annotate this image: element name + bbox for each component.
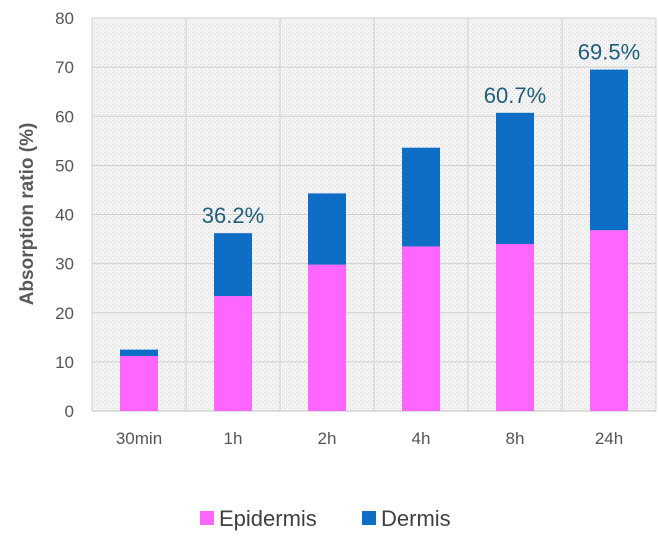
legend-label-epidermis: Epidermis [219,506,317,531]
bar-dermis-4h [402,147,440,247]
bar-dermis-1h [214,233,252,297]
x-tick-label: 4h [412,429,431,448]
legend-swatch-epidermis [200,511,214,525]
x-tick-label: 2h [318,429,337,448]
y-tick-label: 20 [55,304,74,323]
x-tick-label: 30min [116,429,162,448]
y-tick-label: 10 [55,353,74,372]
bar-epidermis-30min [120,355,158,411]
bars [120,69,628,411]
legend-swatch-dermis [362,511,376,525]
x-tick-label: 8h [506,429,525,448]
y-tick-label: 0 [65,402,74,421]
bar-epidermis-4h [402,246,440,411]
y-tick-label: 80 [55,9,74,28]
legend-label-dermis: Dermis [381,506,451,531]
bar-dermis-2h [308,193,346,265]
bar-epidermis-2h [308,264,346,411]
bar-epidermis-24h [590,230,628,411]
x-tick-label: 1h [224,429,243,448]
total-label-8h: 60.7% [484,83,546,108]
y-tick-label: 50 [55,156,74,175]
x-tick-label: 24h [595,429,623,448]
bar-dermis-24h [590,69,628,231]
bar-dermis-30min [120,349,158,356]
y-tick-label: 60 [55,107,74,126]
axes: 0 10 20 30 40 50 60 70 80 30min 1h 2h 4h 8h 24h [55,9,656,448]
total-label-1h: 36.2% [202,203,264,228]
grid [91,17,657,411]
y-tick-label: 30 [55,255,74,274]
total-label-24h: 69.5% [578,40,640,65]
bar-epidermis-8h [496,243,534,411]
y-axis-label: Absorption ratio (%) [17,123,38,306]
y-tick-label: 40 [55,206,74,225]
data-labels: 36.2% 60.7% 69.5% [202,40,640,229]
legend: Epidermis Dermis [200,506,451,531]
bar-dermis-8h [496,112,534,244]
y-tick-label: 70 [55,58,74,77]
bar-epidermis-1h [214,296,252,411]
